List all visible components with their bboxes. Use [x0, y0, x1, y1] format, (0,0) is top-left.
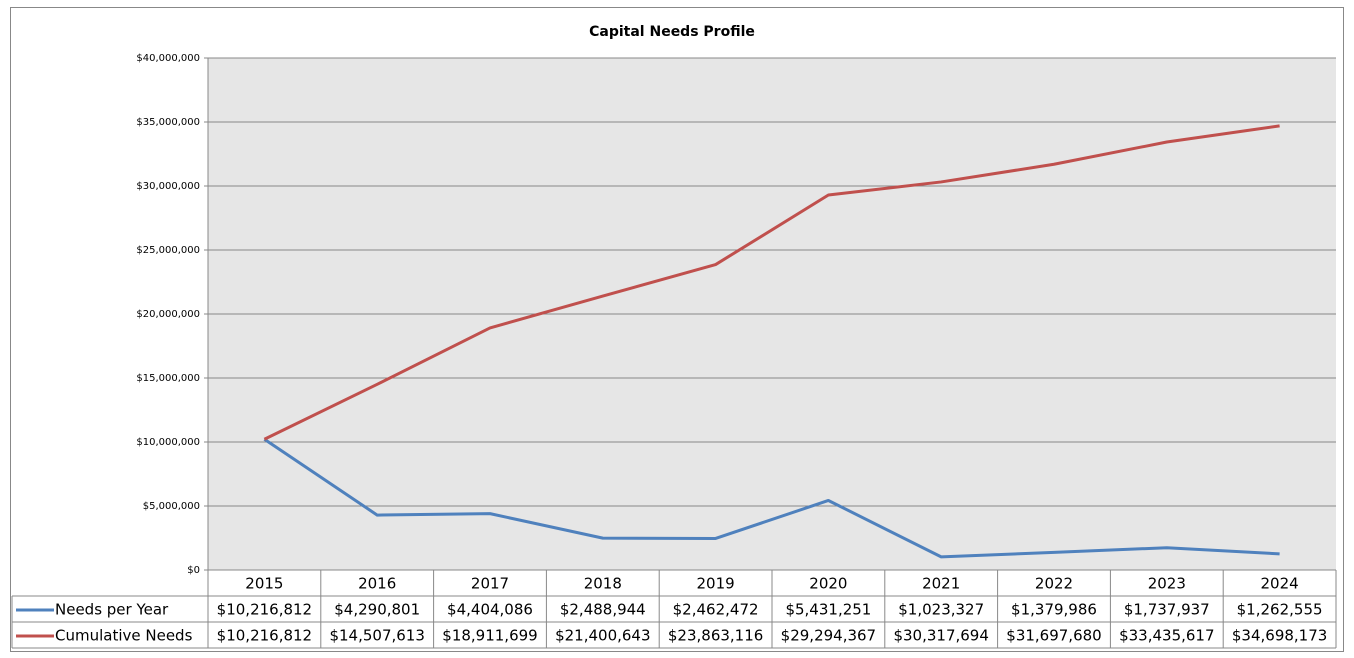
data-label: $30,317,694 — [893, 627, 988, 645]
data-label: $33,435,617 — [1119, 627, 1214, 645]
y-tick-label: $5,000,000 — [143, 501, 200, 512]
data-label: $1,262,555 — [1237, 601, 1323, 619]
x-tick-label: 2022 — [1035, 575, 1073, 593]
x-tick-label: 2018 — [584, 575, 622, 593]
x-tick-label: 2015 — [245, 575, 283, 593]
data-label: $1,379,986 — [1011, 601, 1097, 619]
y-tick-label: $35,000,000 — [136, 117, 200, 128]
data-label: $21,400,643 — [555, 627, 650, 645]
x-tick-label: 2024 — [1261, 575, 1299, 593]
data-label: $1,737,937 — [1124, 601, 1210, 619]
data-label: $14,507,613 — [329, 627, 424, 645]
data-label: $10,216,812 — [217, 627, 312, 645]
data-label: $4,404,086 — [447, 601, 533, 619]
y-tick-label: $15,000,000 — [136, 373, 200, 384]
y-tick-label: $20,000,000 — [136, 309, 200, 320]
x-tick-label: 2017 — [471, 575, 509, 593]
data-label: $31,697,680 — [1006, 627, 1101, 645]
data-label: $1,023,327 — [898, 601, 984, 619]
series-line — [263, 124, 1280, 441]
data-label: $5,431,251 — [785, 601, 871, 619]
data-label: $29,294,367 — [781, 627, 876, 645]
y-tick-label: $10,000,000 — [136, 437, 200, 448]
x-tick-label: 2019 — [697, 575, 735, 593]
data-label: $4,290,801 — [334, 601, 420, 619]
data-label: $10,216,812 — [217, 601, 312, 619]
x-tick-label: 2023 — [1148, 575, 1186, 593]
x-tick-label: 2021 — [922, 575, 960, 593]
data-label: $18,911,699 — [442, 627, 537, 645]
x-tick-label: 2020 — [809, 575, 847, 593]
data-label: $34,698,173 — [1232, 627, 1327, 645]
data-label: $2,488,944 — [560, 601, 646, 619]
legend-label: Needs per Year — [55, 601, 169, 619]
data-label: $23,863,116 — [668, 627, 763, 645]
chart-title: Capital Needs Profile — [589, 24, 755, 40]
y-tick-label: $30,000,000 — [136, 181, 200, 192]
data-label: $2,462,472 — [673, 601, 759, 619]
y-tick-label: $25,000,000 — [136, 245, 200, 256]
series-line — [263, 437, 1280, 559]
y-tick-label: $0 — [187, 565, 200, 576]
y-tick-label: $40,000,000 — [136, 53, 200, 64]
legend-label: Cumulative Needs — [55, 627, 193, 645]
x-tick-label: 2016 — [358, 575, 396, 593]
